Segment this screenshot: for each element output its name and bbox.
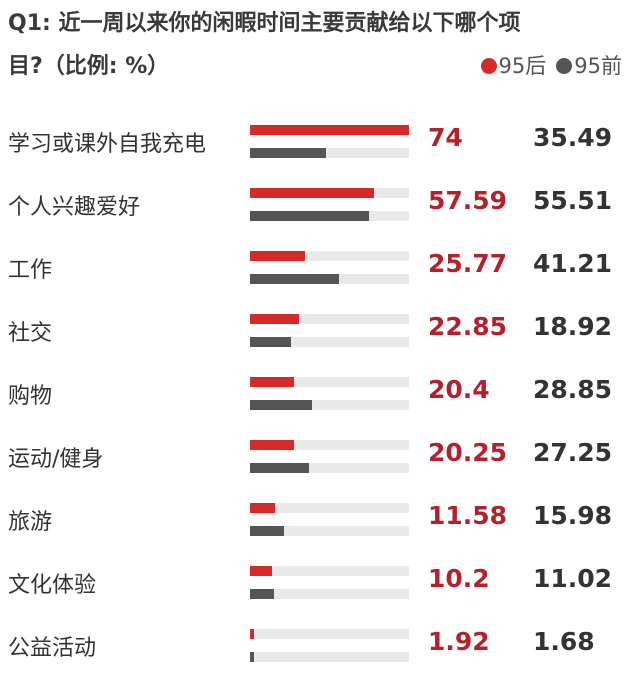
bar-95qian (250, 589, 274, 599)
bar-95qian (250, 652, 254, 662)
value-label-95hou: 20.4 (428, 375, 490, 404)
value-label-95qian: 28.85 (533, 375, 613, 404)
category-label: 购物 (8, 384, 53, 409)
bar-95hou (250, 503, 275, 513)
bar-track (250, 148, 409, 158)
bar-row: 运动/健身 20.25 27.25 (0, 426, 632, 486)
value-label-95qian: 41.21 (533, 249, 613, 278)
category-label: 旅游 (8, 510, 53, 535)
value-label-95hou: 57.59 (428, 186, 508, 215)
bar-row: 购物 20.4 28.85 (0, 363, 632, 423)
value-label-95qian: 55.51 (533, 186, 613, 215)
bar-track (250, 566, 409, 576)
bar-row: 社交 22.85 18.92 (0, 300, 632, 360)
legend-item-95hou: 95后 (480, 50, 546, 80)
bar-track (250, 652, 409, 662)
bar-95hou (250, 566, 272, 576)
bar-track (250, 125, 409, 135)
bar-95qian (250, 337, 291, 347)
bar-track (250, 629, 409, 639)
value-label-95hou: 25.77 (428, 249, 508, 278)
bar-row: 公益活动 1.92 1.68 (0, 615, 632, 675)
bar-95qian (250, 400, 312, 410)
value-label-95hou: 22.85 (428, 312, 508, 341)
value-label-95qian: 11.02 (533, 564, 613, 593)
category-label: 运动/健身 (8, 447, 104, 472)
bar-track (250, 440, 409, 450)
value-label-95qian: 1.68 (533, 627, 595, 656)
legend: 95后 95前 (480, 50, 622, 80)
bar-row: 个人兴趣爱好 57.59 55.51 (0, 174, 632, 234)
bar-track (250, 337, 409, 347)
bar-track (250, 589, 409, 599)
category-label: 学习或课外自我充电 (8, 132, 207, 157)
bar-track (250, 274, 409, 284)
bar-track (250, 463, 409, 473)
bar-track (250, 377, 409, 387)
bar-95hou (250, 629, 255, 639)
category-label: 社交 (8, 321, 53, 346)
bar-row: 文化体验 10.2 11.02 (0, 552, 632, 612)
category-label: 文化体验 (8, 573, 97, 598)
bar-95hou (250, 440, 294, 450)
bar-95qian (250, 526, 285, 536)
value-label-95qian: 35.49 (533, 123, 613, 152)
bar-95hou (250, 188, 374, 198)
bar-95qian (250, 211, 370, 221)
value-label-95hou: 1.92 (428, 627, 490, 656)
chart-title: Q1: 近一周以来你的闲暇时间主要贡献给以下哪个项 (8, 11, 521, 36)
bar-track (250, 188, 409, 198)
value-label-95hou: 11.58 (428, 501, 508, 530)
category-label: 公益活动 (8, 636, 97, 661)
bar-track (250, 503, 409, 513)
bar-row: 旅游 11.58 15.98 (0, 489, 632, 549)
legend-dot-icon (480, 58, 497, 74)
chart-title-line2: 目?（比例: %） (8, 54, 170, 79)
legend-item-95qian: 95前 (556, 50, 622, 80)
bar-track (250, 526, 409, 536)
value-label-95qian: 15.98 (533, 501, 613, 530)
bar-95hou (250, 251, 306, 261)
bar-95hou (250, 314, 300, 324)
bar-95hou (250, 377, 294, 387)
value-label-95hou: 10.2 (428, 564, 490, 593)
value-label-95qian: 18.92 (533, 312, 613, 341)
value-label-95hou: 74 (428, 123, 463, 152)
category-label: 工作 (8, 258, 53, 283)
bar-track (250, 211, 409, 221)
bar-95qian (250, 274, 339, 284)
bar-row: 学习或课外自我充电 74 35.49 (0, 111, 632, 171)
bar-95qian (250, 148, 327, 158)
bar-track (250, 251, 409, 261)
legend-dot-icon (556, 58, 573, 74)
bar-95hou (250, 125, 409, 135)
bar-95qian (250, 463, 309, 473)
value-label-95hou: 20.25 (428, 438, 508, 467)
category-label: 个人兴趣爱好 (8, 195, 141, 220)
value-label-95qian: 27.25 (533, 438, 613, 467)
bar-track (250, 400, 409, 410)
bar-row: 工作 25.77 41.21 (0, 237, 632, 297)
bar-track (250, 314, 409, 324)
